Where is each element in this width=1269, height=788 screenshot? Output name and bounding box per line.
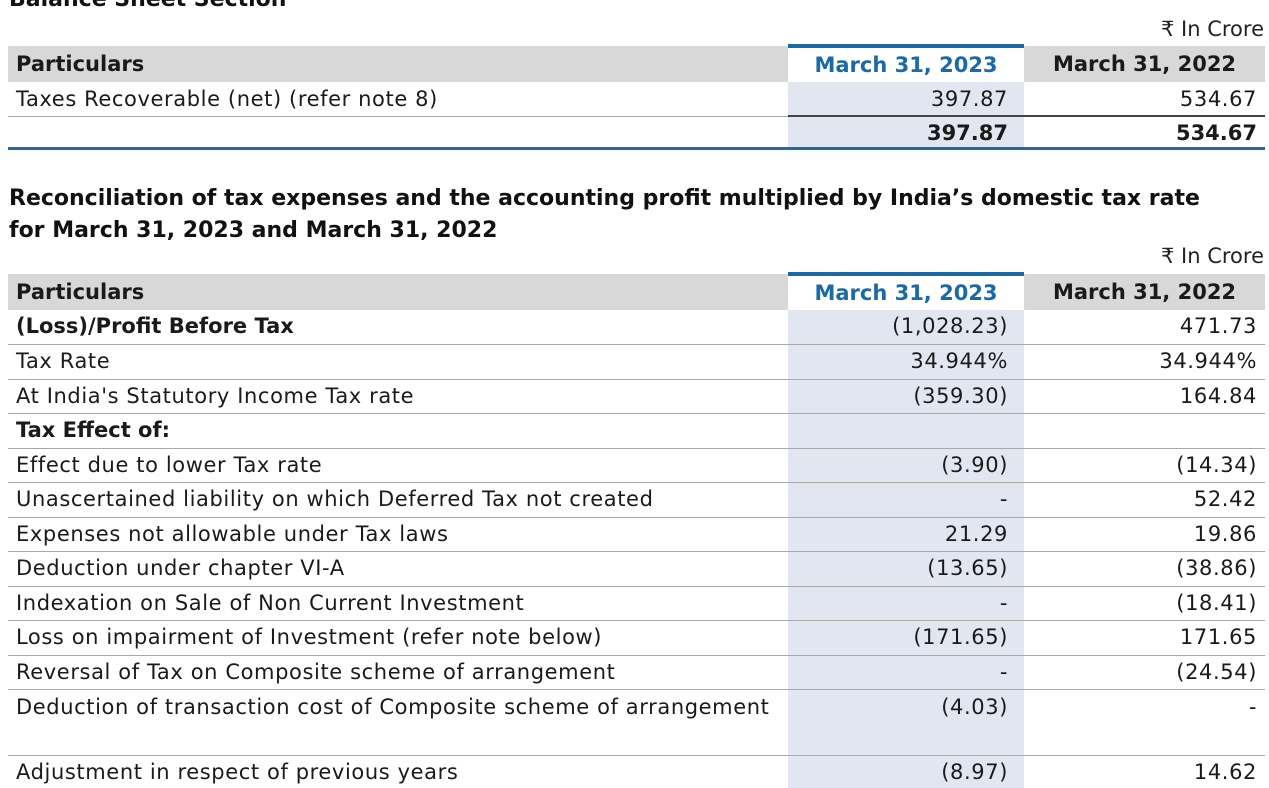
table-row: Reversal of Tax on Composite scheme of a…	[8, 655, 1265, 690]
total-label	[8, 115, 788, 149]
row-current-value: (13.65)	[788, 551, 1024, 587]
table-row: Adjustment in respect of previous years(…	[8, 755, 1265, 788]
row-previous-value: (18.41)	[1024, 586, 1265, 621]
row-label: Unascertained liability on which Deferre…	[8, 482, 788, 518]
reconciliation-title-line-2: for March 31, 2023 and March 31, 2022	[9, 218, 498, 243]
total-row: 397.87 534.67	[8, 115, 1265, 149]
header-previous-year: March 31, 2022	[1024, 274, 1265, 310]
row-previous-value: (38.86)	[1024, 551, 1265, 587]
reconciliation-title-line-1: Reconciliation of tax expenses and the a…	[9, 186, 1200, 211]
reconciliation-section-title: Reconciliation of tax expenses and the a…	[9, 183, 1200, 247]
table-row: Loss on impairment of Investment (refer …	[8, 620, 1265, 656]
reconciliation-unit-label: ₹ In Crore	[1161, 244, 1264, 268]
table-row: At India's Statutory Income Tax rate (359…	[8, 379, 1265, 414]
row-label: Tax Effect of:	[8, 413, 788, 449]
total-previous-value: 534.67	[1024, 115, 1265, 149]
row-current-value: -	[788, 655, 1024, 690]
row-label: Loss on impairment of Investment (refer …	[8, 620, 788, 656]
row-label: (Loss)/Profit Before Tax	[8, 310, 788, 345]
table-header-row: Particulars March 31, 2023 March 31, 202…	[8, 272, 1265, 310]
row-current-value: (171.65)	[788, 620, 1024, 656]
balance-sheet-section-title: Balance Sheet Section	[9, 0, 286, 16]
table-row: Deduction of transaction cost of Composi…	[8, 689, 1265, 756]
row-current-value: 397.87	[788, 82, 1024, 117]
reconciliation-table-body: (Loss)/Profit Before Tax (1,028.23) 471.73…	[8, 310, 1265, 788]
row-previous-value: (24.54)	[1024, 655, 1265, 690]
header-particulars: Particulars	[8, 46, 788, 82]
row-label: Indexation on Sale of Non Current Invest…	[8, 586, 788, 621]
table-row: Expenses not allowable under Tax laws 21.…	[8, 517, 1265, 552]
row-current-value: -	[788, 482, 1024, 518]
table-row: Taxes Recoverable (net) (refer note 8) 3…	[8, 82, 1265, 117]
row-previous-value: 471.73	[1024, 310, 1265, 345]
row-current-value: (3.90)	[788, 448, 1024, 483]
row-label: Effect due to lower Tax rate	[8, 448, 788, 483]
header-current-year: March 31, 2023	[788, 44, 1024, 82]
header-current-year: March 31, 2023	[788, 272, 1024, 310]
row-previous-value	[1024, 413, 1265, 449]
row-label: Reversal of Tax on Composite scheme of a…	[8, 655, 788, 690]
row-current-value: -	[788, 586, 1024, 621]
table-row: Tax Rate 34.944% 34.944%	[8, 344, 1265, 380]
row-previous-value: 534.67	[1024, 82, 1265, 117]
row-previous-value: 19.86	[1024, 517, 1265, 552]
row-current-value: 21.29	[788, 517, 1024, 552]
row-label: Adjustment in respect of previous years	[8, 755, 788, 788]
row-previous-value: (14.34)	[1024, 448, 1265, 483]
row-current-value: (8.97)	[788, 755, 1024, 788]
table-row: Indexation on Sale of Non Current Invest…	[8, 586, 1265, 621]
row-current-value	[788, 413, 1024, 449]
row-previous-value: 171.65	[1024, 620, 1265, 656]
row-current-value: 34.944%	[788, 344, 1024, 380]
balance-sheet-table: Particulars March 31, 2023 March 31, 202…	[8, 44, 1265, 150]
header-particulars: Particulars	[8, 274, 788, 310]
row-previous-value: 52.42	[1024, 482, 1265, 518]
table-row: Tax Effect of:	[8, 413, 1265, 449]
table-header-row: Particulars March 31, 2023 March 31, 202…	[8, 44, 1265, 82]
row-previous-value: 164.84	[1024, 379, 1265, 414]
row-previous-value: -	[1024, 689, 1265, 756]
reconciliation-table: Particulars March 31, 2023 March 31, 202…	[8, 272, 1265, 788]
row-label: Tax Rate	[8, 344, 788, 380]
row-label: Taxes Recoverable (net) (refer note 8)	[8, 82, 788, 117]
table-row: Unascertained liability on which Deferre…	[8, 482, 1265, 518]
total-current-value: 397.87	[788, 115, 1024, 149]
row-label: Deduction of transaction cost of Composi…	[8, 689, 788, 756]
row-label: Deduction under chapter VI-A	[8, 551, 788, 587]
table-row: (Loss)/Profit Before Tax (1,028.23) 471.73	[8, 310, 1265, 345]
row-previous-value: 34.944%	[1024, 344, 1265, 380]
balance-sheet-unit-label: ₹ In Crore	[1161, 17, 1264, 41]
header-previous-year: March 31, 2022	[1024, 46, 1265, 82]
row-previous-value: 14.62	[1024, 755, 1265, 788]
row-label: Expenses not allowable under Tax laws	[8, 517, 788, 552]
row-current-value: (1,028.23)	[788, 310, 1024, 345]
row-current-value: (359.30)	[788, 379, 1024, 414]
table-row: Effect due to lower Tax rate (3.90) (14.34…	[8, 448, 1265, 483]
row-current-value: (4.03)	[788, 689, 1024, 756]
row-label: At India's Statutory Income Tax rate	[8, 379, 788, 414]
table-row: Deduction under chapter VI-A (13.65) (38.8…	[8, 551, 1265, 587]
